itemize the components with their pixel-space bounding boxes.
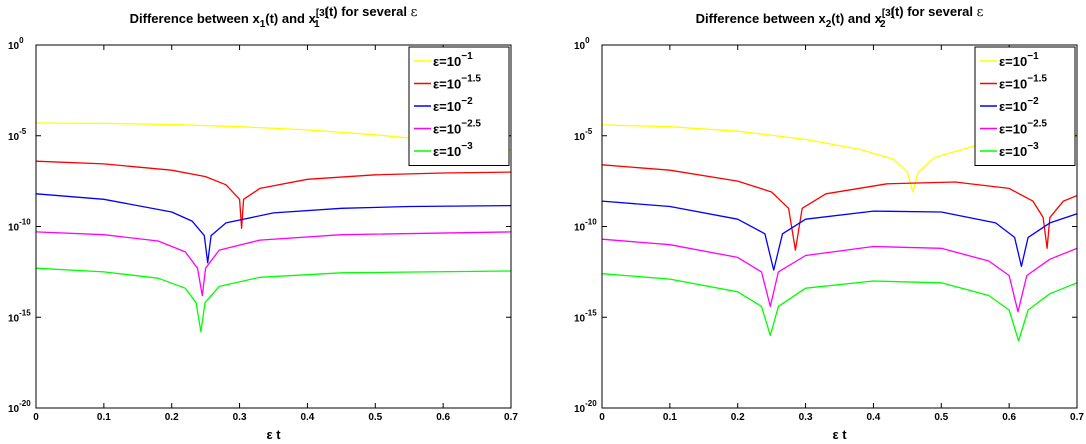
legend-entry: ε=10−2.5 <box>433 119 481 137</box>
y-tick-label: 10-20 <box>574 399 597 415</box>
series-line-4 <box>602 238 1077 313</box>
legend-entry: ε=10−1.5 <box>433 74 481 92</box>
series-line-5 <box>36 267 511 333</box>
x-tick-label: 0.7 <box>504 412 518 423</box>
legend-entry: ε=10−2 <box>433 96 473 114</box>
y-tick-label: 10-15 <box>8 308 31 324</box>
x-tick-label: 0.6 <box>1002 412 1016 423</box>
y-tick-label: 100 <box>574 36 590 52</box>
x-tick-label: 0.4 <box>300 412 314 423</box>
x-tick-label: 0.2 <box>731 412 745 423</box>
x-tick-label: 0.7 <box>1070 412 1084 423</box>
x-tick-label: 0 <box>33 412 39 423</box>
chart-panel-1: 0 0.1 0.2 0.3 0.4 0.5 0.6 0.7 100 10-5 10-10 10-15 1… <box>8 4 518 442</box>
x-tick-label: 0.5 <box>368 412 382 423</box>
series-line-3 <box>36 193 511 264</box>
y-tick-label: 10-10 <box>8 218 31 234</box>
x-axis-label: ε t <box>832 427 847 442</box>
x-axis-label: ε t <box>266 427 281 442</box>
y-tick-label: 10-15 <box>574 308 597 324</box>
legend: ε=10−1 ε=10−1.5 ε=10−2 ε=10−2.5 ε=10−3 <box>408 46 510 166</box>
series-group <box>602 124 1077 342</box>
x-tick-label: 0.3 <box>233 412 247 423</box>
series-line-2 <box>602 164 1077 251</box>
x-tick-label: 0.2 <box>165 412 179 423</box>
y-tick-label: 100 <box>8 36 24 52</box>
x-tick-label: 0.4 <box>866 412 880 423</box>
x-tick-label: 0.3 <box>799 412 813 423</box>
chart-panel-2: 0 0.1 0.2 0.3 0.4 0.5 0.6 0.7 100 10-5 10-10 10-15 1… <box>574 4 1084 442</box>
chart-title: Difference between x2(t) and x[3] 2(t) fo… <box>696 4 984 30</box>
legend-entry: ε=10−2 <box>999 96 1039 114</box>
legend-entry: ε=10−1.5 <box>999 74 1047 92</box>
series-line-3 <box>602 200 1077 271</box>
chart-title: Difference between x1(t) and x[3] 1(t) fo… <box>130 4 418 30</box>
y-tick-label: 10-5 <box>574 127 593 143</box>
x-tick-label: 0.1 <box>97 412 111 423</box>
x-tick-label: 0 <box>599 412 605 423</box>
y-tick-label: 10-10 <box>574 218 597 234</box>
series-line-2 <box>36 160 511 229</box>
series-line-4 <box>36 231 511 297</box>
legend-entry: ε=10−1 <box>999 51 1039 69</box>
y-tick-label: 10-20 <box>8 399 31 415</box>
y-tick-label: 10-5 <box>8 127 27 143</box>
legend-entry: ε=10−3 <box>999 141 1039 159</box>
legend-entry: ε=10−2.5 <box>999 119 1047 137</box>
legend: ε=10−1 ε=10−1.5 ε=10−2 ε=10−2.5 ε=10−3 <box>974 46 1076 166</box>
legend-entry: ε=10−1 <box>433 51 473 69</box>
legend-entry: ε=10−3 <box>433 141 473 159</box>
x-tick-label: 0.1 <box>663 412 677 423</box>
x-tick-label: 0.6 <box>436 412 450 423</box>
series-line-5 <box>602 273 1077 342</box>
legend-box <box>408 46 510 166</box>
x-tick-label: 0.5 <box>934 412 948 423</box>
